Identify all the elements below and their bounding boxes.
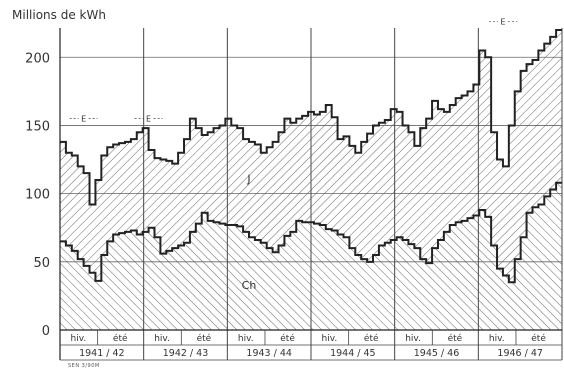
line-ch xyxy=(60,181,562,284)
y-tick-label: 0 xyxy=(42,324,50,339)
season-label-hiv: hiv. xyxy=(154,334,170,344)
season-label-ete: été xyxy=(531,333,546,344)
area-ch xyxy=(60,182,562,330)
y-axis-label: Millions de kWh xyxy=(12,8,106,22)
season-label-ete: été xyxy=(280,333,295,344)
year-label: 1942 / 43 xyxy=(163,348,209,359)
chart-areas xyxy=(60,29,562,330)
annotation-e: E xyxy=(500,18,505,27)
y-tick-label: 100 xyxy=(25,188,50,203)
annotation-e: E xyxy=(81,114,86,123)
chart-axes xyxy=(59,28,562,361)
season-label-ete: été xyxy=(113,333,128,344)
season-label-hiv: hiv. xyxy=(322,334,338,344)
y-tick-label: 50 xyxy=(33,256,50,271)
year-label: 1941 / 42 xyxy=(79,348,125,359)
y-tick-label: 150 xyxy=(25,119,50,134)
annotation-ch: Ch xyxy=(242,279,257,292)
season-label-ete: été xyxy=(197,333,212,344)
year-label: 1946 / 47 xyxy=(497,348,543,359)
season-label-hiv: hiv. xyxy=(71,334,87,344)
year-label: 1943 / 44 xyxy=(246,348,292,359)
y-tick-label: 200 xyxy=(25,51,50,66)
season-label-hiv: hiv. xyxy=(489,334,505,344)
annotation-e: E xyxy=(146,114,151,123)
chart-labels: 0 50 100 150 200 hiv. été 1941 / 42 hiv. été 1942 … xyxy=(25,18,546,359)
line-j xyxy=(60,29,562,206)
season-label-ete: été xyxy=(448,333,463,344)
area-j xyxy=(60,30,562,283)
annotation-j: J xyxy=(246,173,250,186)
year-label: 1944 / 45 xyxy=(330,348,376,359)
year-label: 1945 / 46 xyxy=(414,348,460,359)
credit-text: SEN 3/90M xyxy=(68,363,100,369)
season-label-hiv: hiv. xyxy=(405,334,421,344)
season-label-hiv: hiv. xyxy=(238,334,254,344)
season-label-ete: été xyxy=(364,333,379,344)
